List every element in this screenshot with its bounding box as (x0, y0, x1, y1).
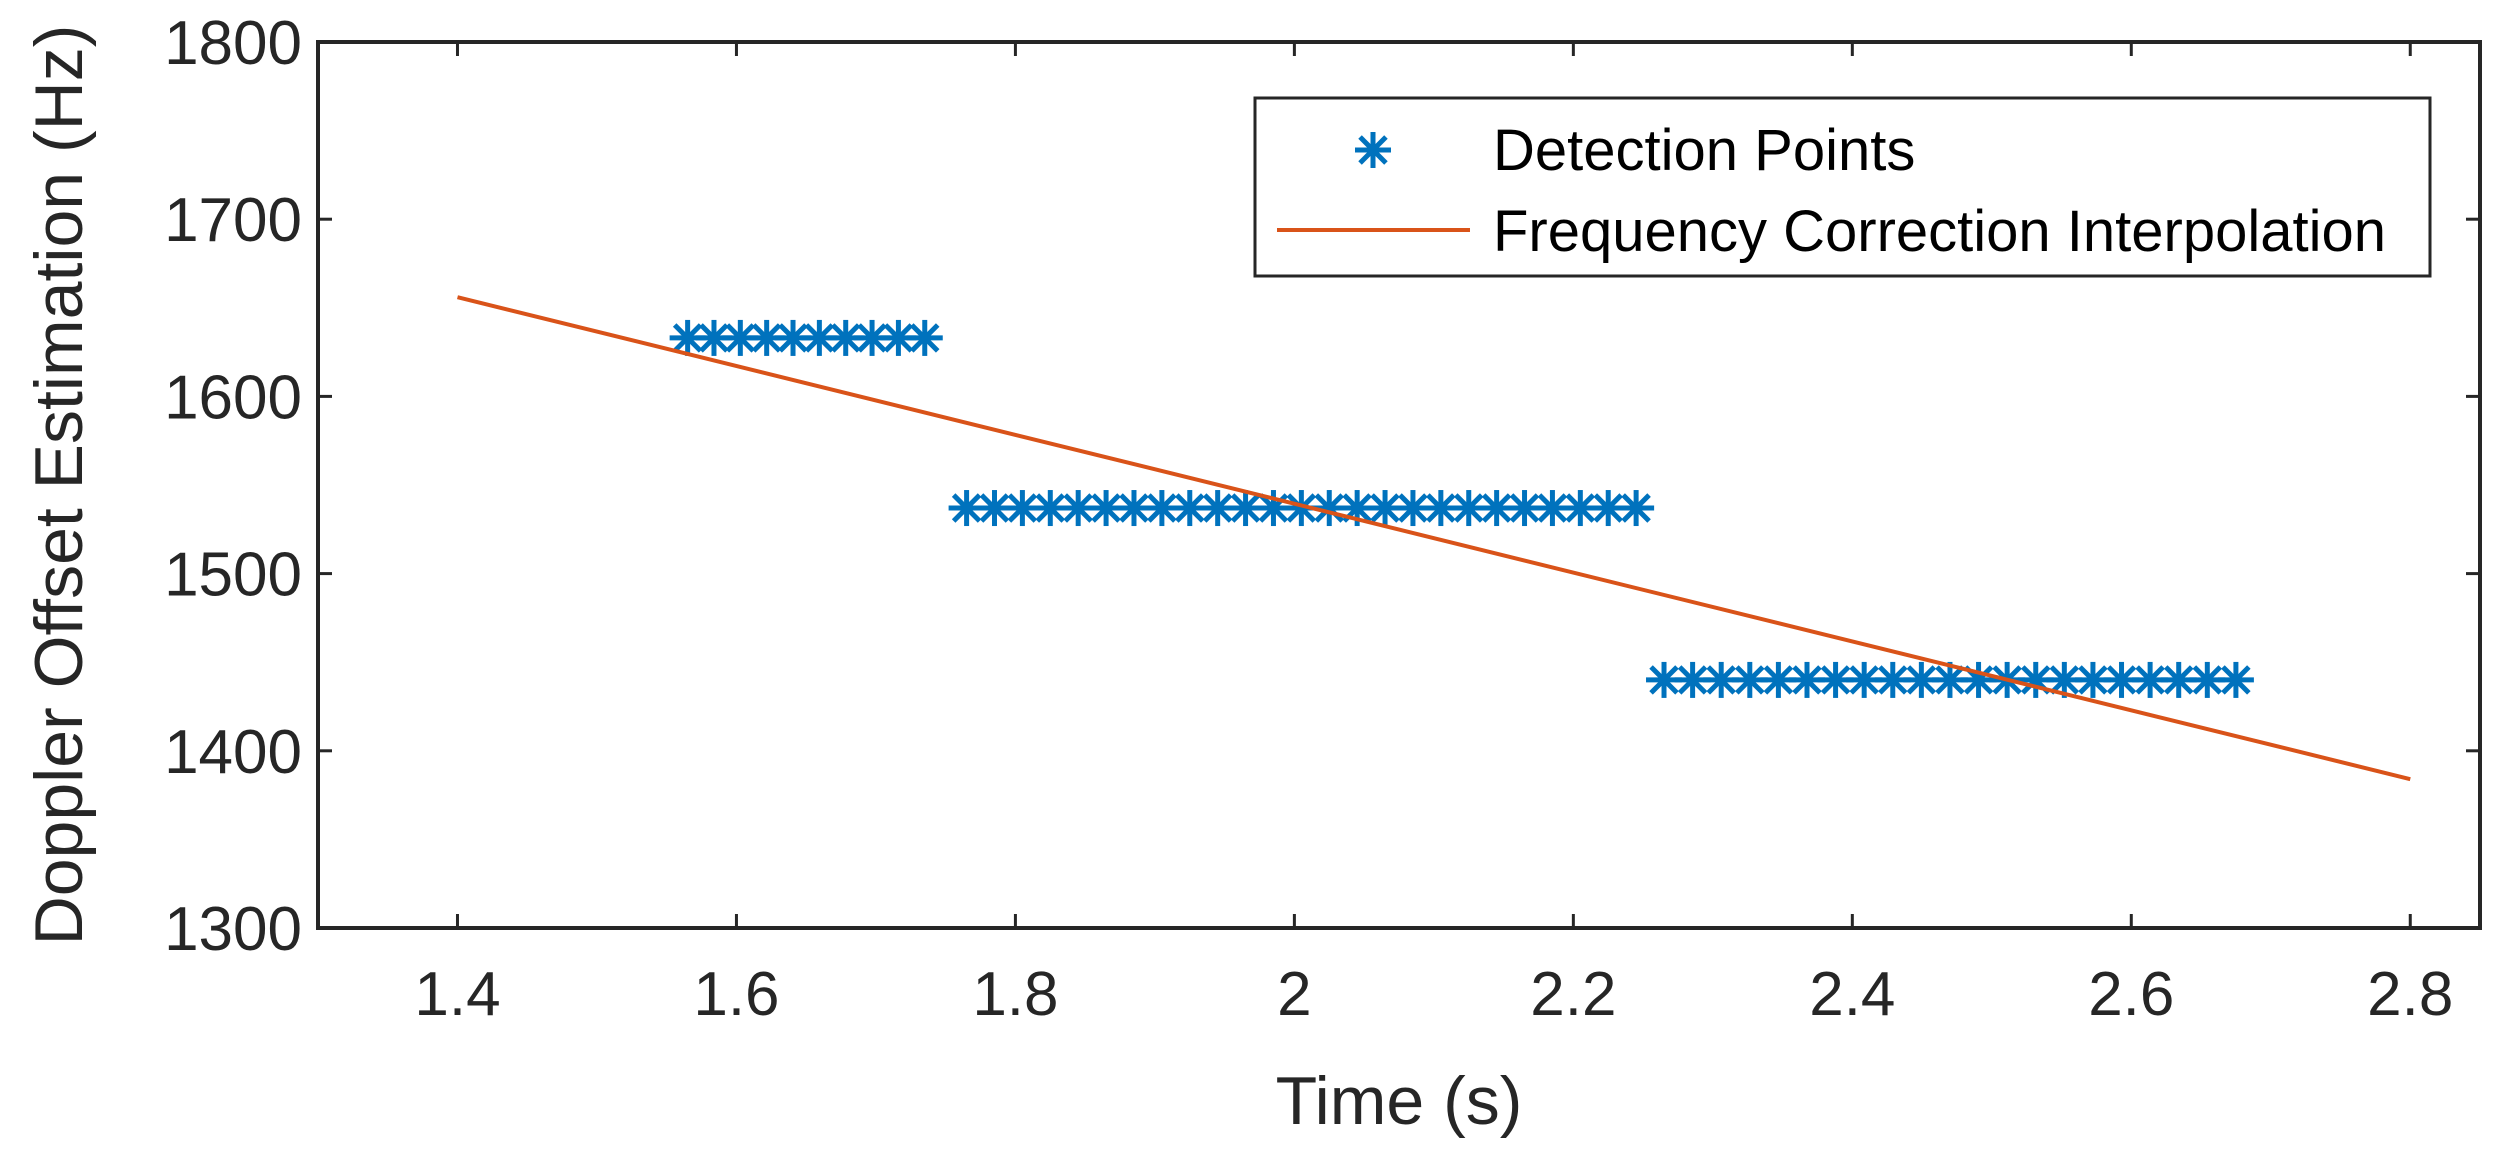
y-axis-label: Doppler Offset Estimation (Hz) (21, 25, 97, 946)
x-tick-label: 2.8 (2367, 960, 2453, 1029)
detection-point (854, 319, 891, 356)
detection-point (1788, 661, 1825, 698)
detection-point (1199, 490, 1236, 527)
x-tick-label: 1.6 (693, 960, 779, 1029)
x-axis-label: Time (s) (1276, 1063, 1523, 1139)
detection-point (906, 319, 943, 356)
y-tick-label: 1400 (164, 718, 302, 787)
detection-point (1646, 661, 1683, 698)
detection-point (1534, 490, 1571, 527)
legend-box (1253, 96, 2432, 278)
y-tick-label: 1300 (164, 895, 302, 964)
legend: Detection Points Frequency Correction In… (1253, 96, 2432, 278)
detection-point (2074, 661, 2111, 698)
x-tick-label: 2 (1277, 960, 1311, 1029)
tick-marks (318, 40, 2480, 930)
y-tick-labels: 1300 1400 1500 1600 1700 1800 (164, 9, 302, 964)
axes-box (316, 40, 2482, 930)
y-tick-label: 1800 (164, 9, 302, 78)
detection-point (2160, 661, 2197, 698)
x-tick-labels: 1.4 1.6 1.8 2 2.2 2.4 2.6 2.8 (414, 960, 2453, 1029)
plot-area (457, 295, 2411, 782)
detection-point (1760, 661, 1797, 698)
frequency-correction-line (457, 295, 2411, 782)
y-tick-label: 1500 (164, 541, 302, 610)
x-tick-label: 1.4 (414, 960, 500, 1029)
detection-point (2217, 661, 2254, 698)
detection-point (801, 319, 838, 356)
legend-label-detection-points: Detection Points (1493, 118, 1915, 183)
x-tick-label: 2.6 (2088, 960, 2174, 1029)
detection-point (976, 490, 1013, 527)
detection-point (1618, 490, 1655, 527)
legend-asterisk (1355, 132, 1391, 168)
detection-point (1506, 490, 1543, 527)
legend-label-frequency-correction: Frequency Correction Interpolation (1493, 199, 2386, 264)
y-tick-label: 1600 (164, 363, 302, 432)
x-tick-label: 1.8 (972, 960, 1058, 1029)
legend-asterisk-marker (1355, 132, 1391, 168)
x-tick-label: 2.4 (1809, 960, 1895, 1029)
detection-point (1004, 490, 1041, 527)
y-tick-label: 1700 (164, 186, 302, 255)
x-tick-label: 2.2 (1530, 960, 1616, 1029)
